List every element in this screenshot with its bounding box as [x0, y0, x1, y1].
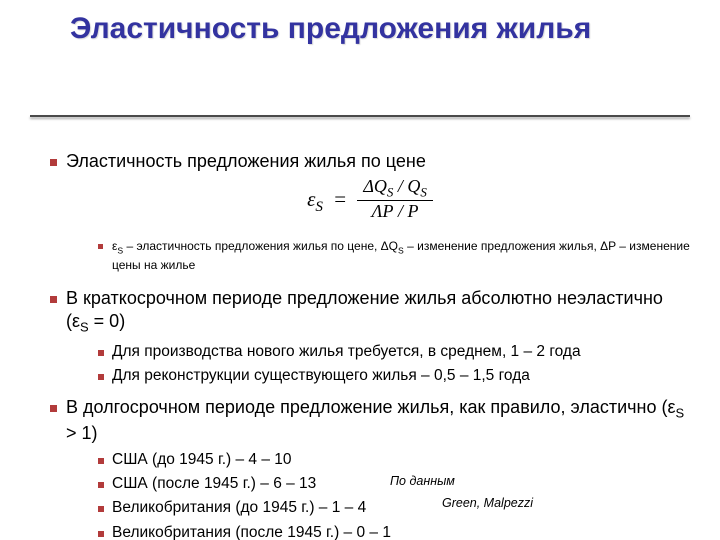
bullet-usa-pre-1945: США (до 1945 г.) – 4 – 10 [98, 450, 690, 470]
bullet-short-run-build: Для производства нового жилья требуется,… [98, 342, 690, 362]
formula-numerator: ΔQS / QS [357, 177, 433, 202]
bullet-short-run: В краткосрочном периоде предложение жиль… [50, 287, 690, 335]
bullet-uk-pre-1945: Великобритания (до 1945 г.) – 1 – 4 [98, 498, 690, 518]
bullet-elasticity-definition: Эластичность предложения жилья по цене [50, 150, 690, 173]
formula-denominator: ΛP / P [357, 201, 433, 222]
source-label: По данным [390, 474, 455, 488]
formula-fraction: ΔQS / QS ΛP / P [357, 177, 433, 223]
equals-sign: = [328, 187, 352, 211]
source-authors: Green, Malpezzi [442, 496, 533, 510]
formula-block: εS = ΔQS / QS ΛP / P [50, 179, 690, 225]
formula-left: εS [307, 187, 323, 211]
bullet-short-run-reconstruct: Для реконструкции существующего жилья – … [98, 366, 690, 386]
bullet-formula-legend: εS – эластичность предложения жилья по ц… [98, 238, 690, 273]
slide-body: Эластичность предложения жилья по цене ε… [50, 150, 690, 540]
elasticity-formula: εS = ΔQS / QS ΛP / P [307, 179, 433, 225]
bullet-long-run: В долгосрочном периоде предложение жилья… [50, 396, 690, 444]
slide: Эластичность предложения жилья Эластично… [0, 0, 720, 540]
bullet-uk-post-1945: Великобритания (после 1945 г.) – 0 – 1 [98, 523, 690, 540]
long-run-data-block: США (до 1945 г.) – 4 – 10 США (после 194… [50, 450, 690, 540]
title-underline [30, 115, 690, 117]
slide-title: Эластичность предложения жилья [70, 12, 690, 47]
